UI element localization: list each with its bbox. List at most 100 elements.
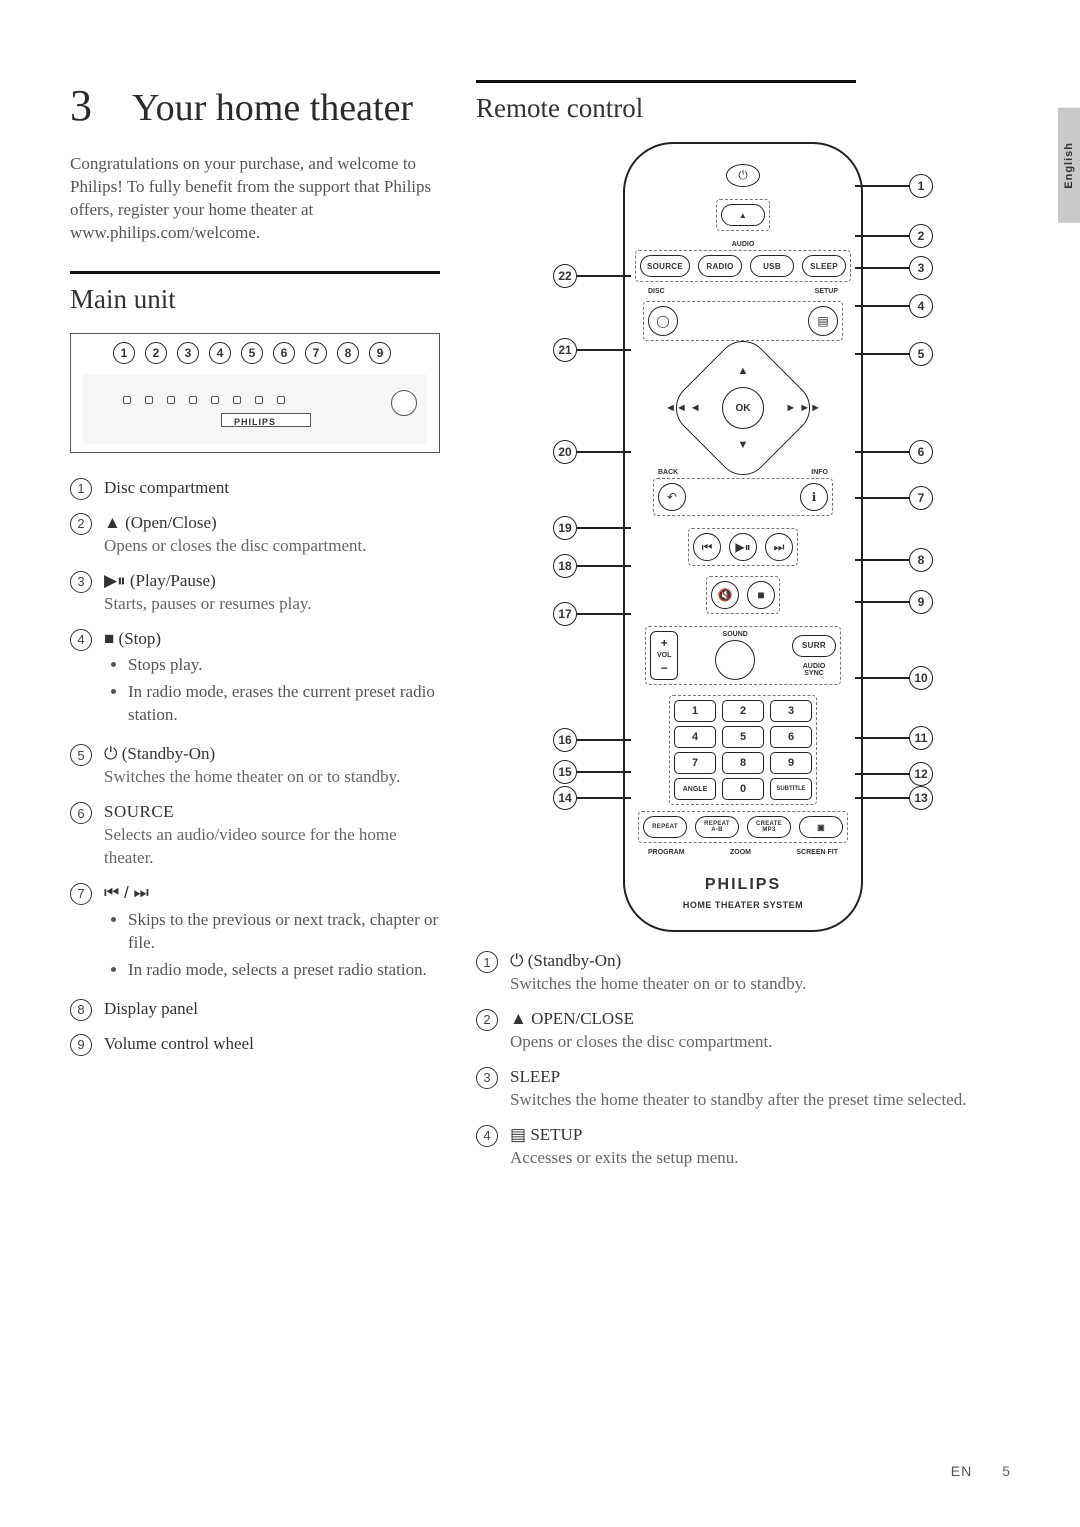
item-title: SOURCE [104,801,440,824]
bullet-list: Stops play.In radio mode, erases the cur… [104,654,440,727]
item-number: 6 [70,802,92,824]
callout-num: 8 [337,342,359,364]
item-body: ⏻ (Standby-On)Switches the home theater … [104,743,440,789]
callout-number: 15 [553,760,577,784]
bullet-list: Skips to the previous or next track, cha… [104,909,440,982]
symbol-icon: ⏮ / ⏭ [104,883,149,902]
item-text: Switches the home theater on or to stand… [510,973,1010,996]
callout-line [855,353,909,355]
callout: 12 [855,762,933,786]
back-label: BACK [658,469,678,476]
list-item: 3SLEEPSwitches the home theater to stand… [476,1066,1010,1112]
callout-line [855,797,909,799]
nav-down-icon: ▼ [738,439,749,451]
unit-volume-knob [391,390,417,416]
transport-row: ⏮ ▶⏸ ⏭ [688,528,798,566]
section-rule [476,80,856,83]
callout-number: 3 [909,256,933,280]
keypad-6: 6 [770,726,812,748]
item-number: 4 [70,629,92,651]
callout-number: 19 [553,516,577,540]
open-close-button-icon: ▲ [721,204,765,226]
callout-number: 20 [553,440,577,464]
callout-number: 12 [909,762,933,786]
bullet-item: Skips to the previous or next track, cha… [128,909,440,955]
repeat-button: REPEAT [643,816,687,838]
bullet-item: In radio mode, erases the current preset… [128,681,440,727]
item-number: 9 [70,1034,92,1056]
item-title: ⏻ (Standby-On) [104,743,440,766]
callout: 16 [553,728,631,752]
callout: 5 [855,342,933,366]
item-title: ▲ (Open/Close) [104,512,440,535]
main-unit-callouts: 1 2 3 4 5 6 7 8 9 [83,342,427,364]
callout: 10 [855,666,933,690]
callout-line [855,305,909,307]
item-title: ⏮ / ⏭ [104,882,440,905]
unit-brand: PHILIPS [234,417,276,427]
item-title: Volume control wheel [104,1033,440,1056]
item-text: Switches the home theater to standby aft… [510,1089,1010,1112]
callout: 18 [553,554,631,578]
list-item: 8Display panel [70,998,440,1021]
ok-button: OK [722,387,764,429]
standby-button-icon: ⏻ [726,164,760,187]
disc-label: DISC [648,288,665,295]
callout-line [577,527,631,529]
callout-num: 6 [273,342,295,364]
page-footer: EN 5 [951,1463,1010,1479]
section-rule [70,271,440,274]
list-item: 7 ⏮ / ⏭ Skips to the previous or next tra… [70,882,440,986]
audio-sync-label: AUDIO SYNC [803,663,826,677]
keypad-8: 8 [722,752,764,774]
callout-num: 5 [241,342,263,364]
callout: 11 [855,726,933,750]
callout: 21 [553,338,631,362]
disc-setup-row: ◯ ▤ [643,301,843,341]
callout-line [855,559,909,561]
nav-cross: OK ▲ ▼ ◄◄◄ ►►► [663,355,823,461]
callout: 17 [553,602,631,626]
callout-number: 10 [909,666,933,690]
stop-button-icon: ■ [747,581,775,609]
main-unit-list: 1Disc compartment2▲ (Open/Close)Opens or… [70,477,440,1056]
main-unit-figure: 1 2 3 4 5 6 7 8 9 PHILIPS [70,333,440,453]
mute-button-icon: 🔇 [711,581,739,609]
open-close-group: ▲ [716,199,770,231]
disc-button-icon: ◯ [648,306,678,336]
sound-label: SOUND [723,631,748,638]
footer-lang: EN [951,1463,972,1479]
item-number: 2 [476,1009,498,1031]
item-body: Volume control wheel [104,1033,440,1056]
item-text: Switches the home theater on or to stand… [104,766,440,789]
sound-block: + VOL − SOUND SURR AUDIO SYNC [645,626,841,685]
callout-line [577,771,631,773]
info-label: INFO [811,469,828,476]
zoom-label: ZOOM [730,849,751,856]
callout-line [577,797,631,799]
list-item: 5⏻ (Standby-On)Switches the home theater… [70,743,440,789]
callout-number: 11 [909,726,933,750]
callout: 15 [553,760,631,784]
item-number: 7 [70,883,92,905]
symbol-icon: ⏻ [510,951,523,970]
callout-line [855,601,909,603]
program-label: PROGRAM [648,849,685,856]
callout: 13 [855,786,933,810]
list-item: 9 Volume control wheel [70,1033,440,1056]
keypad-5: 5 [722,726,764,748]
keypad-1: 1 [674,700,716,722]
callout-line [577,565,631,567]
remote-list: 1⏻ (Standby-On)Switches the home theater… [476,950,1010,1170]
remote-body: ⏻ ▲ AUDIO SOURCE RADIO USB SLEEP DISC SE… [623,142,863,932]
item-number: 2 [70,513,92,535]
callout: 14 [553,786,631,810]
callout-line [855,737,909,739]
item-body: ■ (Stop)Stops play.In radio mode, erases… [104,628,440,732]
angle-button: ANGLE [674,778,716,800]
left-column: 3 Your home theater Congratulations on y… [70,80,440,1182]
item-number: 8 [70,999,92,1021]
item-title: SLEEP [510,1066,1010,1089]
callout: 20 [553,440,631,464]
footer-page: 5 [1002,1463,1010,1479]
